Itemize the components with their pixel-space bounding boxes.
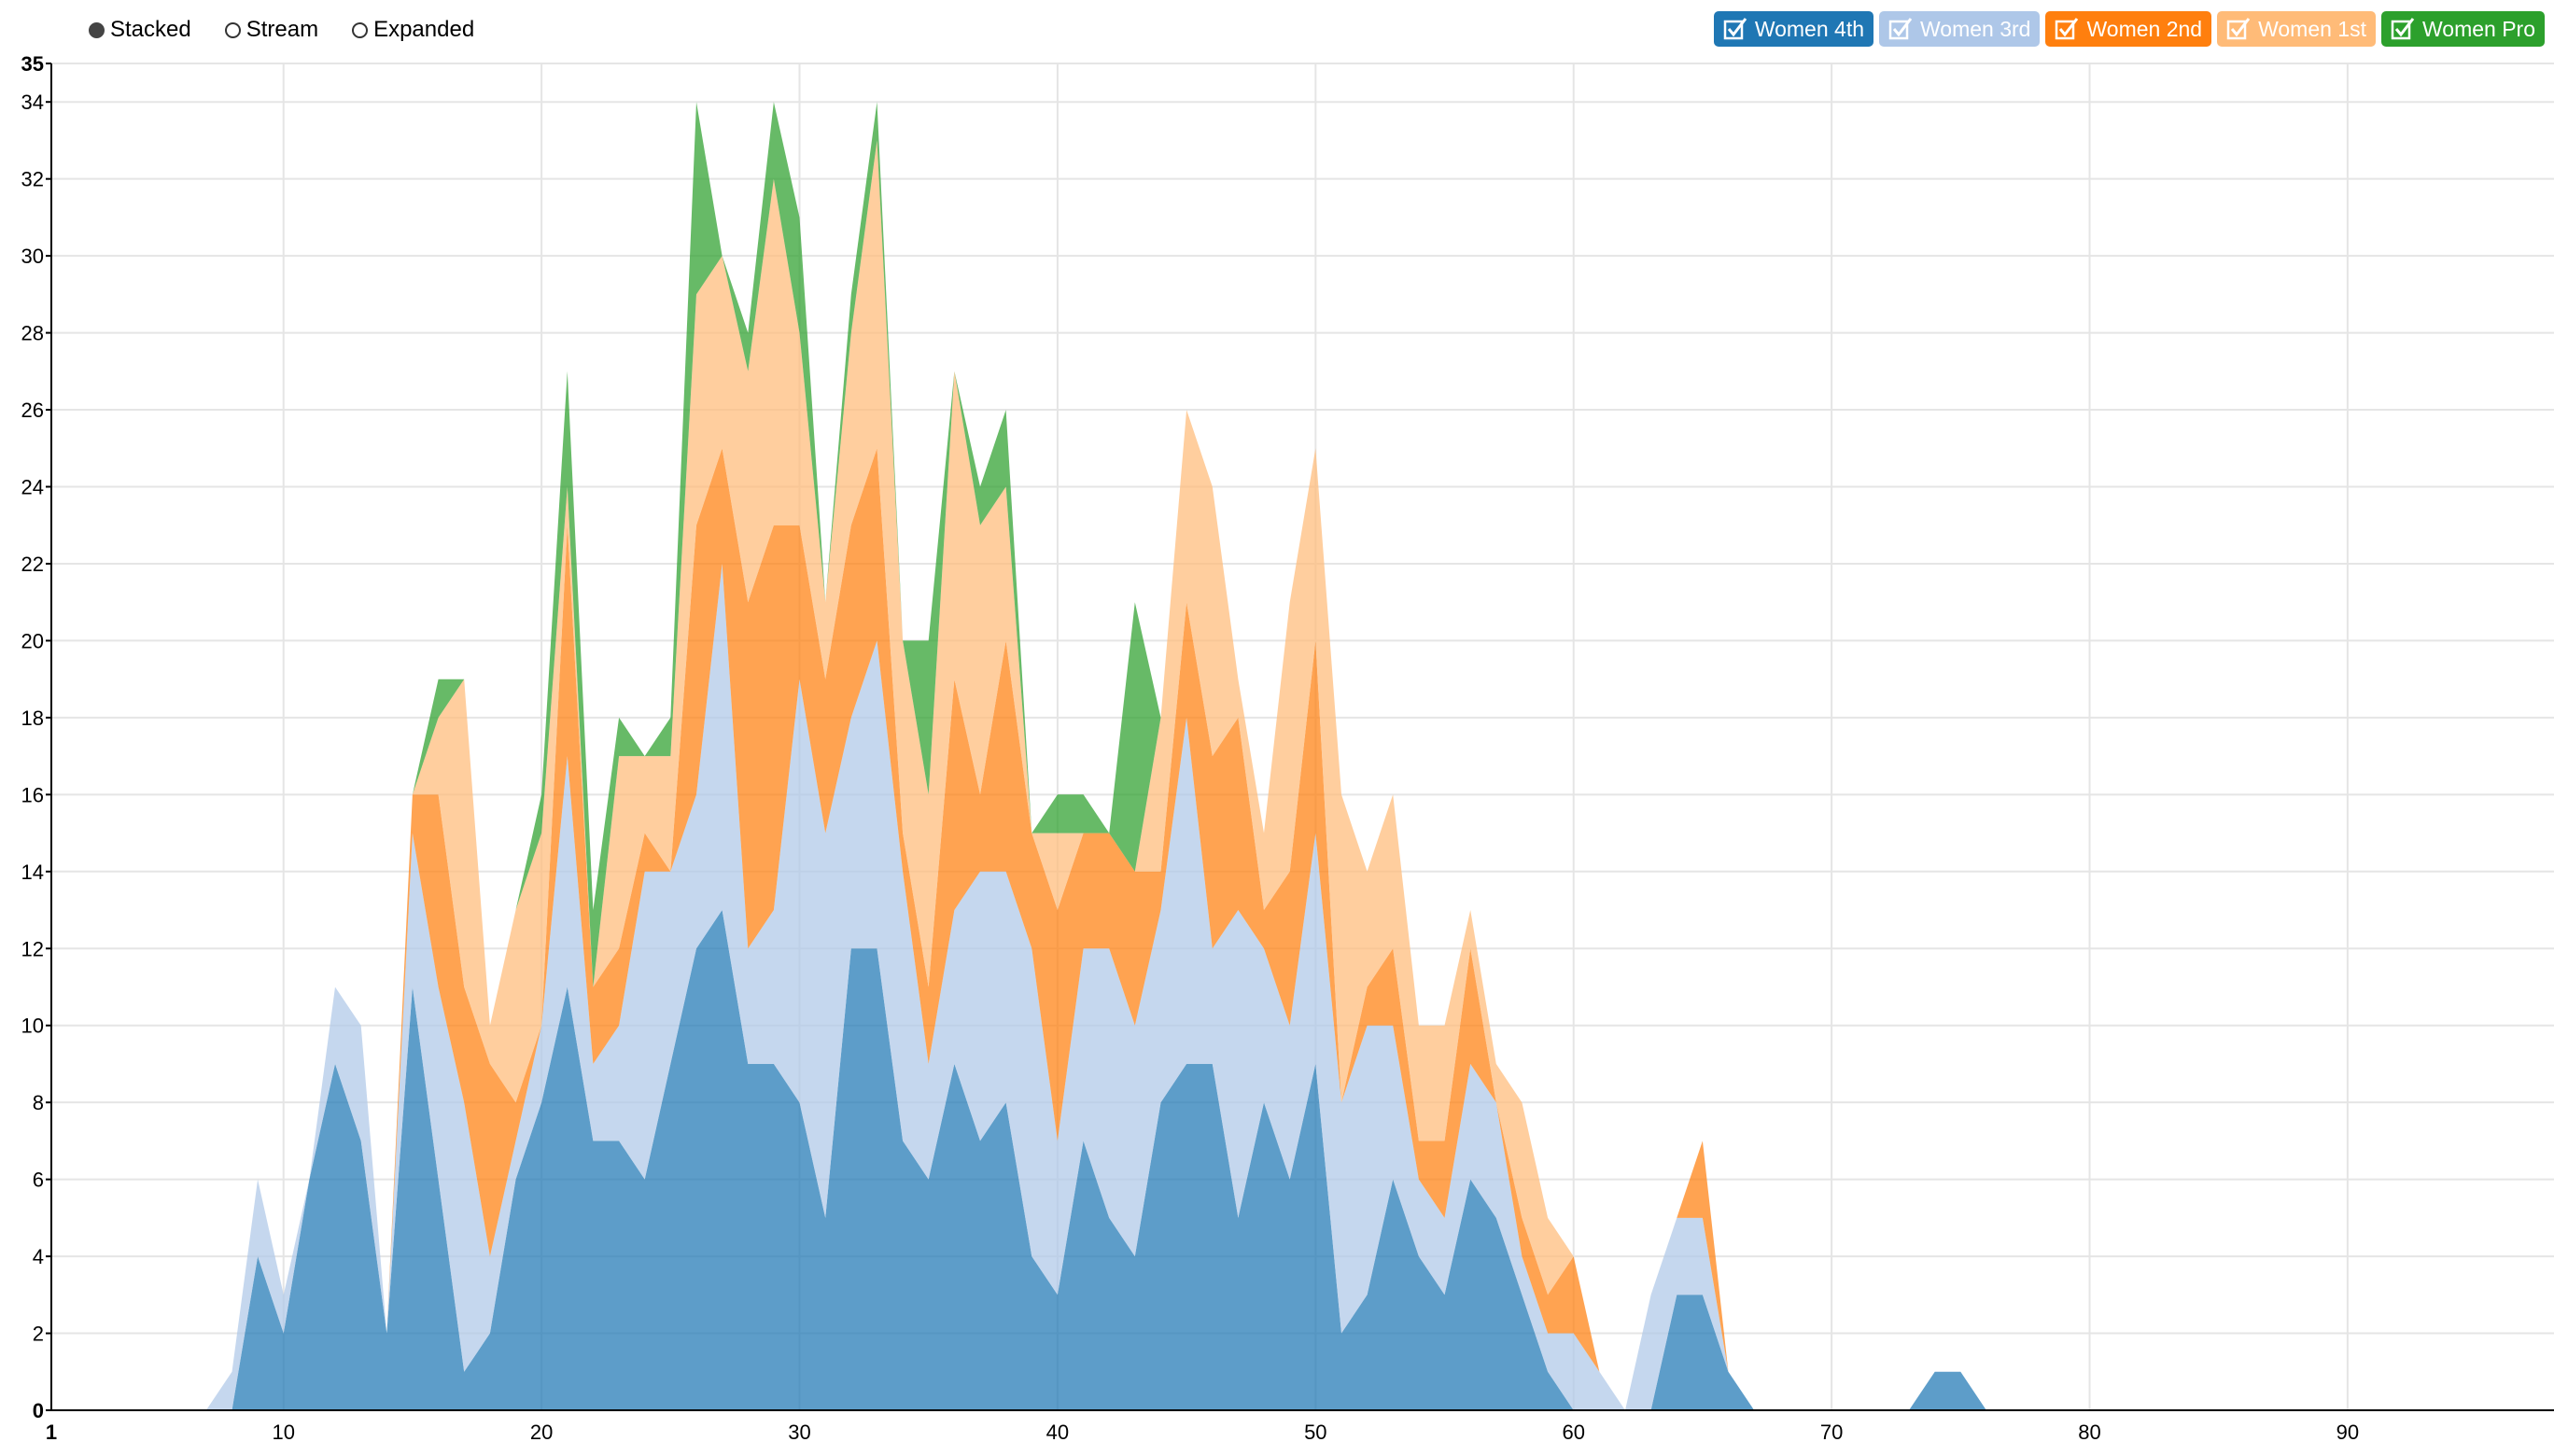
x-tick-label: 60	[1562, 1421, 1584, 1444]
y-tick-label: 22	[21, 553, 44, 576]
legend-label: Women 2nd	[2086, 16, 2203, 41]
y-tick-label: 24	[21, 476, 44, 499]
y-tick-label: 30	[21, 245, 44, 268]
legend-label: Women Pro	[2421, 16, 2535, 41]
y-tick-label: 0	[33, 1399, 44, 1422]
x-tick-label: 30	[788, 1421, 810, 1444]
expanded-option[interactable]: Expanded	[352, 17, 474, 43]
checkbox-checked-icon	[2391, 18, 2415, 40]
y-tick-label: 32	[21, 168, 44, 191]
x-tick-label: 80	[2078, 1421, 2100, 1444]
x-tick-label: 10	[273, 1421, 295, 1444]
y-tick-label: 18	[21, 707, 44, 730]
legend-item-women-2nd[interactable]: Women 2nd	[2045, 11, 2212, 47]
stream-radio-icon	[224, 21, 241, 38]
checkbox-checked-icon	[1723, 18, 1747, 40]
legend-item-women-1st[interactable]: Women 1st	[2217, 11, 2376, 47]
y-tick-label: 2	[33, 1323, 44, 1346]
area-series-women-3rd[interactable]	[205, 564, 1986, 1410]
legend-label: Women 4th	[1754, 16, 1865, 41]
stream-option[interactable]: Stream	[224, 17, 319, 43]
area-series-women-4th[interactable]	[205, 910, 1986, 1410]
x-tick-label: 70	[1820, 1421, 1843, 1444]
expanded-radio-icon	[352, 21, 369, 38]
x-tick-label: 1	[46, 1421, 57, 1444]
y-tick-label: 28	[21, 322, 44, 345]
y-tick-label: 12	[21, 937, 44, 960]
y-tick-label: 6	[33, 1169, 44, 1192]
checkbox-checked-icon	[2056, 18, 2079, 40]
x-tick-label: 90	[2336, 1421, 2359, 1444]
legend-item-women-3rd[interactable]: Women 3rd	[1879, 11, 2041, 47]
x-tick-label: 50	[1304, 1421, 1326, 1444]
legend: Women 4th Women 3rd Women 2nd Women 1st …	[1713, 11, 2545, 47]
y-tick-label: 14	[21, 861, 44, 884]
x-tick-label: 20	[530, 1421, 553, 1444]
y-tick-label: 10	[21, 1015, 44, 1038]
y-tick-label: 8	[33, 1091, 44, 1114]
y-tick-label: 16	[21, 783, 44, 806]
area-series-women-2nd[interactable]	[205, 448, 1986, 1410]
y-tick-label: 4	[33, 1245, 44, 1268]
y-tick-label: 20	[21, 629, 44, 652]
y-tick-label: 26	[21, 399, 44, 422]
checkbox-checked-icon	[2226, 18, 2251, 40]
y-tick-label: 35	[21, 52, 44, 76]
legend-item-women-4th[interactable]: Women 4th	[1713, 11, 1874, 47]
x-tick-label: 40	[1046, 1421, 1069, 1444]
stream-option-label: Stream	[246, 17, 319, 42]
checkbox-checked-icon	[1888, 18, 1913, 40]
legend-label: Women 3rd	[1920, 16, 2031, 41]
chart-style-controls: Stacked Stream Expanded	[89, 13, 474, 47]
stacked-radio-icon	[89, 21, 105, 38]
stacked-option[interactable]: Stacked	[89, 17, 191, 43]
y-tick-label: 34	[21, 91, 44, 114]
legend-item-women-pro[interactable]: Women Pro	[2380, 11, 2545, 47]
stacked-option-label: Stacked	[110, 17, 191, 42]
expanded-option-label: Expanded	[373, 17, 475, 42]
legend-label: Women 1st	[2258, 16, 2366, 41]
chart-areas	[205, 102, 1986, 1411]
